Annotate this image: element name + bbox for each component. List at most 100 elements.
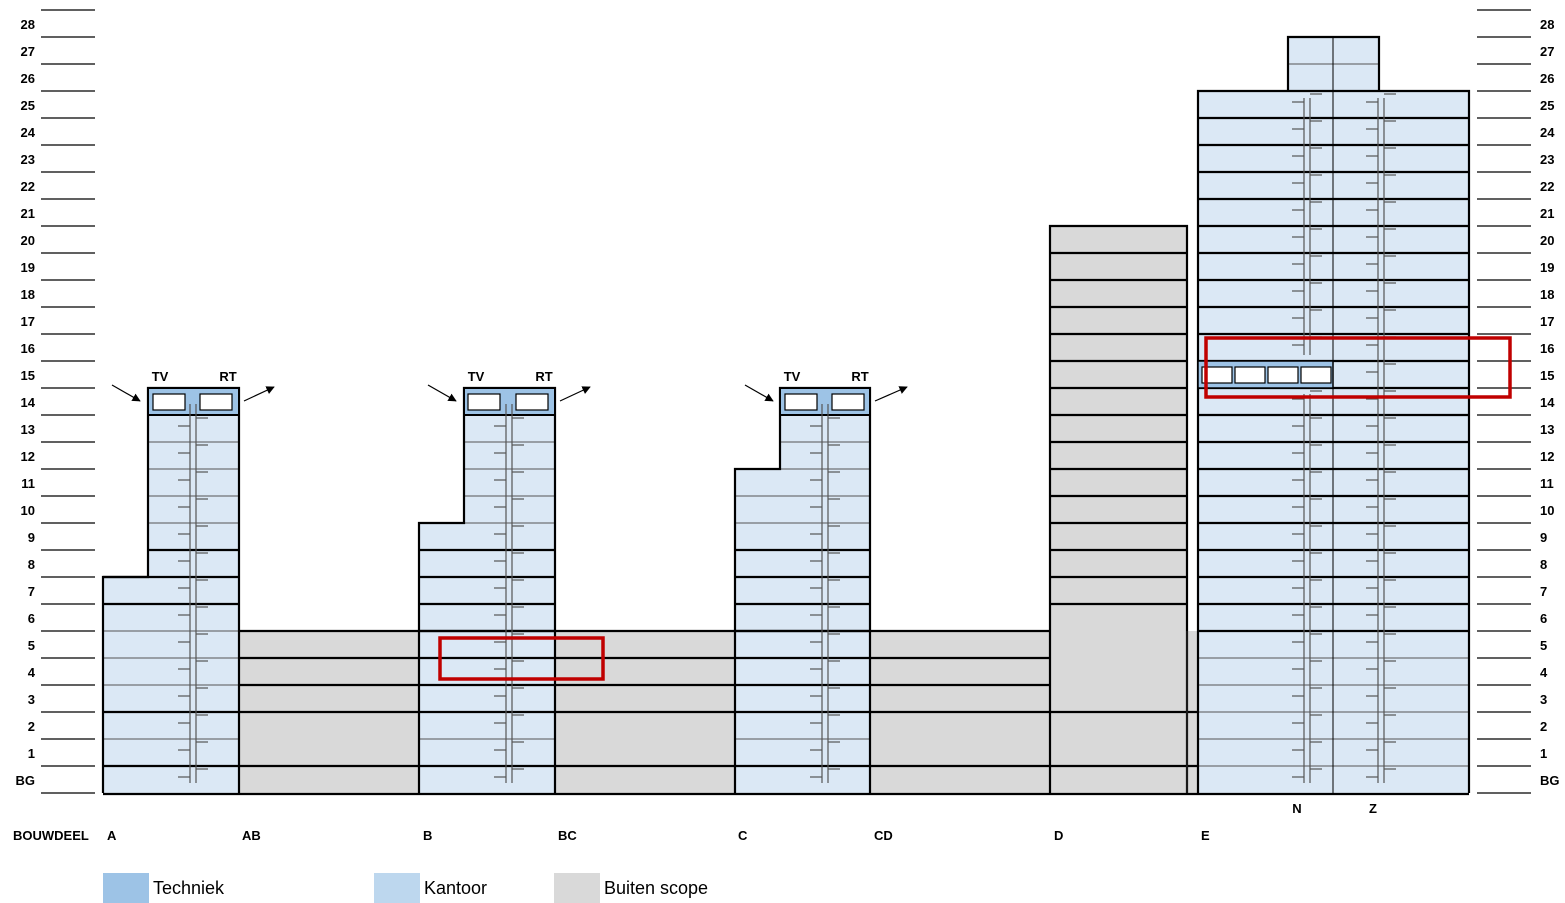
level-label: 6: [28, 611, 35, 626]
level-label: 8: [28, 557, 35, 572]
plant-unit: [515, 393, 549, 411]
level-label: 17: [1540, 314, 1554, 329]
level-label: 23: [21, 152, 35, 167]
level-label: 7: [1540, 584, 1547, 599]
level-label: 9: [1540, 530, 1547, 545]
riser: [1292, 93, 1322, 355]
level-label: 5: [28, 638, 35, 653]
level-label: 3: [28, 692, 35, 707]
level-label: 23: [1540, 152, 1554, 167]
level-label: 1: [28, 746, 35, 761]
plant-unit: [1234, 366, 1266, 384]
legend-label: Buiten scope: [604, 877, 709, 898]
highlight-building-b-floor-4: [438, 636, 605, 681]
riser: [810, 404, 840, 783]
intake-arrow: [111, 384, 141, 402]
level-label: 5: [1540, 638, 1547, 653]
level-label: 26: [21, 71, 35, 86]
legend-techniek: Techniek: [103, 873, 224, 903]
bouwdeel-label: A: [107, 828, 117, 843]
level-label: 21: [21, 206, 35, 221]
outline-c: [733, 386, 872, 793]
level-label: 19: [1540, 260, 1554, 275]
level-label: 9: [28, 530, 35, 545]
level-label: 24: [1540, 125, 1555, 140]
level-label: 22: [21, 179, 35, 194]
outline-d: [1048, 224, 1189, 793]
tower-d-fill: [1050, 226, 1187, 793]
legend-label: Kantoor: [424, 877, 488, 898]
level-label: 12: [1540, 449, 1554, 464]
plant-unit: [1267, 366, 1299, 384]
highlight-boxes: [438, 336, 1512, 681]
exhaust-arrow: [243, 386, 275, 402]
plant-unit: [199, 393, 233, 411]
vertical-risers: [178, 93, 1396, 783]
level-label: 4: [1540, 665, 1548, 680]
label-rt-c: RT: [851, 369, 868, 384]
level-label: 21: [1540, 206, 1554, 221]
highlight-building-e-floor-15: [1204, 336, 1512, 399]
level-scale-right: BG12345678910111213141516171819202122232…: [1477, 9, 1560, 794]
bouwdeel-label: AB: [242, 828, 261, 843]
level-label: 13: [21, 422, 35, 437]
legend-swatch-buiten-scope: [554, 873, 600, 903]
bouwdeel-label: CD: [874, 828, 893, 843]
level-label: 22: [1540, 179, 1554, 194]
level-label: 7: [28, 584, 35, 599]
level-label: 26: [1540, 71, 1554, 86]
legend-swatch-techniek: [103, 873, 149, 903]
level-label: 15: [1540, 368, 1554, 383]
bouwdeel-row: BOUWDEEL A AB B BC C CD D E: [13, 828, 1210, 843]
riser: [494, 404, 524, 783]
plant-unit: [1300, 366, 1332, 384]
plant-unit: [152, 393, 186, 411]
level-label: 13: [1540, 422, 1554, 437]
label-tv-c: TV: [784, 369, 801, 384]
air-flow-arrows: [111, 384, 908, 402]
label-tv-a: TV: [152, 369, 169, 384]
level-label: 27: [21, 44, 35, 59]
level-label: 17: [21, 314, 35, 329]
level-label: 28: [1540, 17, 1554, 32]
outline-a: [101, 386, 241, 793]
legend-label: Techniek: [153, 877, 225, 898]
label-rt-b: RT: [535, 369, 552, 384]
legend-kantoor: Kantoor: [374, 873, 487, 903]
level-label: 10: [21, 503, 35, 518]
plant-unit: [784, 393, 818, 411]
level-label: 14: [1540, 395, 1555, 410]
riser: [178, 404, 208, 783]
level-label: 6: [1540, 611, 1547, 626]
exhaust-arrow: [874, 386, 908, 402]
riser: [1292, 390, 1322, 783]
outline-b: [417, 386, 557, 793]
level-label: 2: [1540, 719, 1547, 734]
level-label: 27: [1540, 44, 1554, 59]
level-label: 25: [21, 98, 35, 113]
bouwdeel-label: E: [1201, 828, 1210, 843]
level-label: 16: [1540, 341, 1554, 356]
level-label: 12: [21, 449, 35, 464]
intake-arrow: [427, 384, 457, 402]
plant-room-b: [463, 387, 556, 416]
level-label: 10: [1540, 503, 1554, 518]
core-label-z: Z: [1369, 801, 1377, 816]
bouwdeel-header: BOUWDEEL: [13, 828, 89, 843]
out-of-scope-zones: [239, 226, 1198, 793]
bouwdeel-label: BC: [558, 828, 577, 843]
level-label: 8: [1540, 557, 1547, 572]
level-label: 19: [21, 260, 35, 275]
level-label: BG: [1540, 773, 1560, 788]
label-rt-a: RT: [219, 369, 236, 384]
level-label: 15: [21, 368, 35, 383]
bouwdeel-label: D: [1054, 828, 1063, 843]
plant-unit: [1201, 366, 1233, 384]
level-label: 3: [1540, 692, 1547, 707]
core-label-n: N: [1292, 801, 1301, 816]
level-label: 20: [1540, 233, 1554, 248]
label-tv-b: TV: [468, 369, 485, 384]
plant-room-a: [147, 387, 240, 416]
riser: [1366, 93, 1396, 783]
